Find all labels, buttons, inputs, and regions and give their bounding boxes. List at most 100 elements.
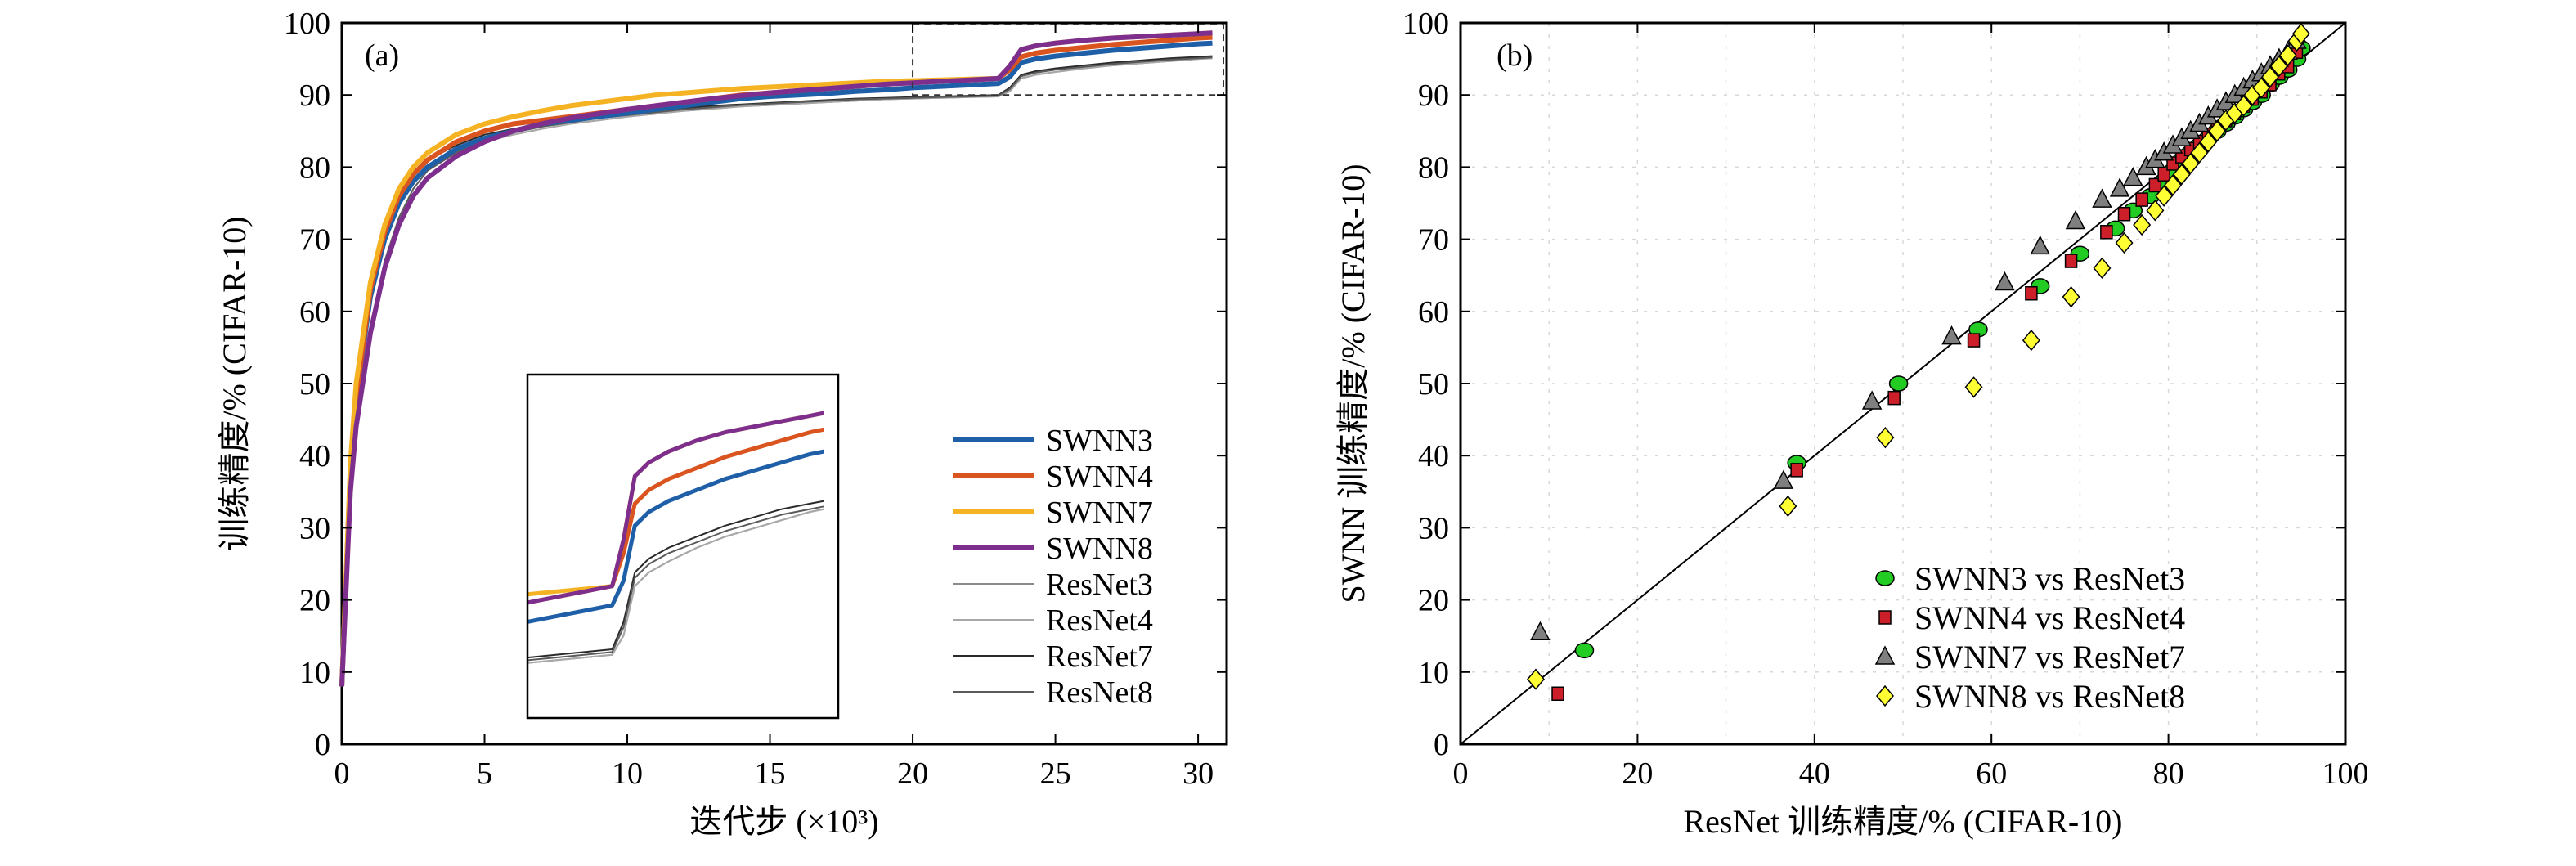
x-tick-label: 30 — [1183, 756, 1214, 791]
scatter-point-swnn8 — [2208, 120, 2227, 142]
scatter-point-swnn8 — [2199, 131, 2218, 153]
scatter-point-swnn7 — [2030, 235, 2050, 255]
y-tick-label: 30 — [299, 511, 330, 545]
panel-a-label: (a) — [365, 38, 399, 73]
scatter-point-swnn4 — [2100, 225, 2113, 240]
scatter-point-swnn8 — [2190, 141, 2209, 164]
scatter-point-swnn7 — [2065, 209, 2086, 230]
scatter-point-swnn8 — [2291, 23, 2310, 45]
scatter-point-swnn8 — [2133, 213, 2152, 236]
legend-label: SWNN3 — [1046, 424, 1153, 458]
series-line-swnn3 — [339, 40, 1213, 687]
x-tick-label: 20 — [897, 756, 928, 791]
y-tick-label: 90 — [1418, 79, 1449, 113]
legend-label: ResNet3 — [1046, 568, 1153, 602]
y-tick-label: 60 — [1418, 295, 1449, 330]
y-tick-label: 80 — [299, 150, 330, 185]
series-line-swnn8 — [339, 30, 1213, 687]
scatter-point-swnn7 — [2109, 177, 2130, 197]
legend-marker-triangle — [1874, 645, 1896, 665]
y-tick-label: 10 — [1418, 656, 1449, 690]
scatter-point-swnn4 — [1967, 333, 1981, 348]
x-tick-label: 10 — [612, 756, 643, 791]
scatter-point-swnn7 — [2092, 188, 2112, 208]
inset-line-resnet7 — [527, 500, 824, 659]
inset-frame — [526, 373, 840, 720]
scatter-point-swnn8 — [2278, 44, 2297, 66]
y-tick-label: 50 — [1418, 367, 1449, 402]
x-tick-label: 5 — [477, 756, 492, 791]
y-tick-label: 0 — [1434, 728, 1449, 762]
legend-label: SWNN8 — [1046, 532, 1153, 566]
y-tick-label: 20 — [1418, 584, 1449, 618]
panel-a-series-lines — [339, 30, 1213, 687]
legend-marker-square — [1878, 610, 1892, 625]
inset-line-swnn3 — [527, 449, 825, 624]
legend-label: ResNet7 — [1046, 639, 1153, 674]
panel-a-inset — [526, 373, 840, 720]
scatter-point-swnn4 — [1887, 390, 1901, 406]
legend-label: ResNet8 — [1046, 675, 1153, 710]
scatter-point-swnn8 — [2062, 285, 2080, 308]
inset-line-resnet4 — [527, 508, 824, 664]
x-tick-label: 0 — [334, 756, 350, 791]
legend-label: SWNN4 vs ResNet4 — [1914, 599, 2185, 636]
scatter-point-swnn7 — [1861, 390, 1883, 410]
x-tick-label: 25 — [1040, 756, 1071, 791]
scatter-point-swnn8 — [2093, 257, 2112, 280]
x-tick-label: 80 — [2153, 756, 2184, 791]
scatter-point-swnn8 — [2261, 65, 2280, 88]
inset-series-lines — [527, 411, 825, 664]
scatter-point-swnn7 — [1941, 325, 1962, 345]
x-tick-label: 40 — [1799, 756, 1830, 791]
panel-b-x-ticks: 0 20 40 60 80 100 — [1453, 23, 2369, 791]
scatter-point-swnn4 — [2025, 286, 2038, 301]
scatter-point-swnn8 — [2234, 95, 2253, 117]
scatter-point-swnn8 — [1779, 495, 1797, 518]
y-tick-label: 60 — [299, 295, 330, 330]
scatter-point-swnn7 — [1995, 271, 2015, 291]
scatter-point-swnn4 — [2135, 192, 2148, 207]
panel-a-zoom-region — [912, 24, 1225, 96]
scatter-point-swnn3 — [1888, 375, 1909, 392]
scatter-point-swnn8 — [2164, 174, 2182, 196]
x-tick-label: 15 — [755, 756, 786, 791]
legend-marker-circle — [1875, 570, 1895, 586]
panel-b-y-axis-label: SWNN 训练精度/% (CIFAR-10) — [1335, 164, 1371, 603]
x-tick-label: 100 — [2322, 756, 2369, 791]
scatter-point-swnn8 — [2181, 152, 2200, 175]
scatter-point-swnn8 — [2146, 200, 2165, 222]
scatter-point-swnn4 — [1790, 463, 1803, 478]
y-tick-label: 50 — [299, 367, 330, 402]
x-tick-label: 20 — [1622, 756, 1653, 791]
scatter-point-swnn7 — [1530, 621, 1551, 641]
scatter-point-swnn4 — [1551, 686, 1564, 702]
inset-line-swnn8 — [527, 411, 825, 605]
x-tick-label: 0 — [1453, 756, 1469, 791]
scatter-point-swnn8 — [1526, 668, 1545, 690]
y-tick-label: 90 — [299, 79, 330, 113]
scatter-point-swnn7 — [2123, 167, 2143, 186]
y-tick-label: 70 — [299, 223, 330, 258]
scatter-point-swnn8 — [2252, 77, 2271, 99]
y-tick-label: 100 — [1402, 7, 1449, 41]
legend-label: SWNN8 vs ResNet8 — [1914, 678, 2185, 715]
scatter-point-swnn4 — [2064, 254, 2078, 268]
scatter-point-swnn4 — [2148, 177, 2162, 193]
y-tick-label: 20 — [299, 584, 330, 618]
inset-background — [527, 375, 838, 718]
legend-label: SWNN7 — [1046, 496, 1153, 530]
y-tick-label: 10 — [299, 656, 330, 690]
y-tick-label: 30 — [1418, 511, 1449, 545]
scatter-point-swnn8 — [1964, 376, 1983, 398]
scatter-point-swnn8 — [2172, 164, 2191, 186]
y-tick-label: 0 — [315, 728, 330, 762]
panel-b-label: (b) — [1497, 38, 1533, 73]
series-line-resnet8 — [341, 56, 1213, 687]
panel-b-x-axis-label: ResNet 训练精度/% (CIFAR-10) — [1684, 803, 2123, 840]
y-tick-label: 100 — [284, 7, 330, 41]
scatter-point-swnn8 — [2155, 185, 2174, 207]
